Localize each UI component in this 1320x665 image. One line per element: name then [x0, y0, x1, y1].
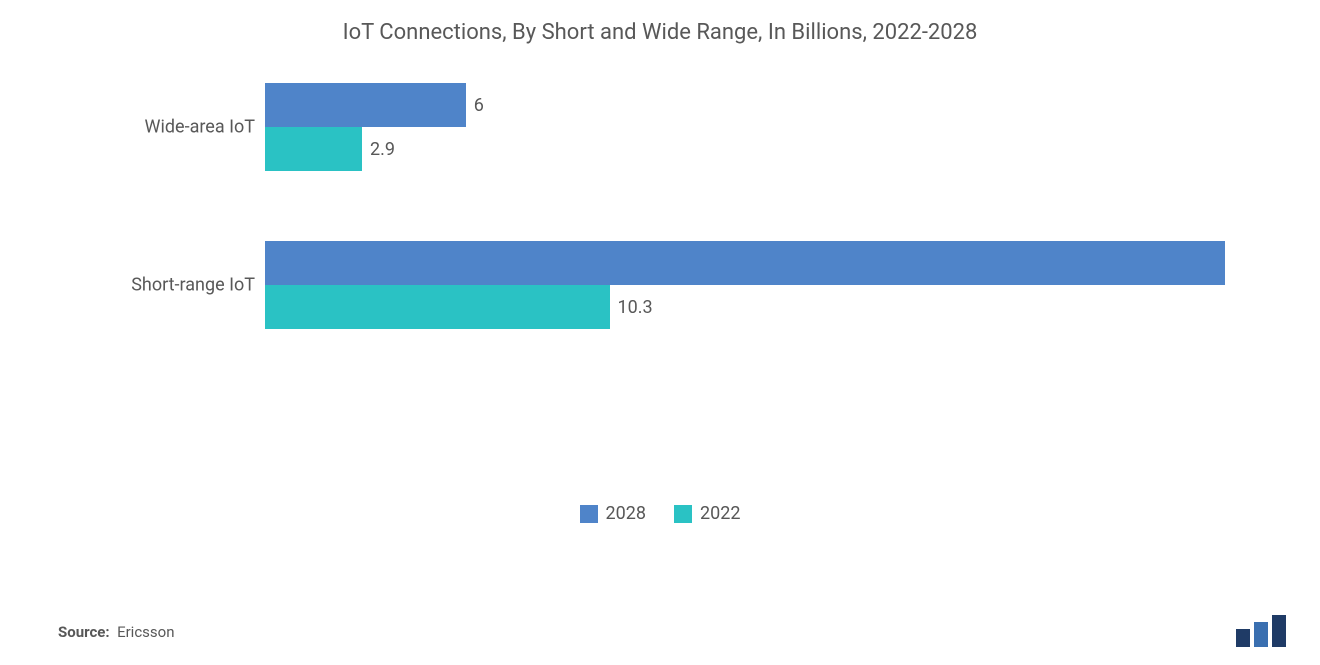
bar-row: 2.9 [265, 127, 1260, 171]
source-attribution: Source: Ericsson [58, 623, 175, 641]
legend-label: 2022 [700, 503, 740, 524]
source-value: Ericsson [117, 623, 174, 641]
category-group: 62.9 [265, 83, 1260, 171]
bar-row: 6 [265, 83, 1260, 127]
brand-logo [1236, 615, 1290, 647]
legend-swatch [580, 505, 598, 523]
category-label: Wide-area IoT [145, 117, 255, 138]
bar-value-label: 10.3 [618, 297, 653, 318]
bar-value-label: 2.9 [370, 139, 395, 160]
bar-row: 10.3 [265, 285, 1260, 329]
source-label: Source: [58, 623, 110, 641]
legend: 2028 2022 [0, 493, 1320, 527]
bar [265, 127, 362, 171]
legend-swatch [674, 505, 692, 523]
legend-item: 2022 [674, 503, 740, 524]
category-label: Short-range IoT [131, 275, 255, 296]
chart-plot-area: Wide-area IoT62.9Short-range IoT28.710.3 [0, 53, 1320, 493]
bar [265, 285, 610, 329]
bar-value-label: 6 [474, 95, 484, 116]
chart-title: IoT Connections, By Short and Wide Range… [0, 0, 1320, 53]
bar-row: 28.7 [265, 241, 1260, 285]
legend-item: 2028 [580, 503, 646, 524]
bar [265, 83, 466, 127]
category-group: 28.7 10.3 [265, 241, 1260, 329]
bar [265, 241, 1225, 285]
legend-label: 2028 [606, 503, 646, 524]
